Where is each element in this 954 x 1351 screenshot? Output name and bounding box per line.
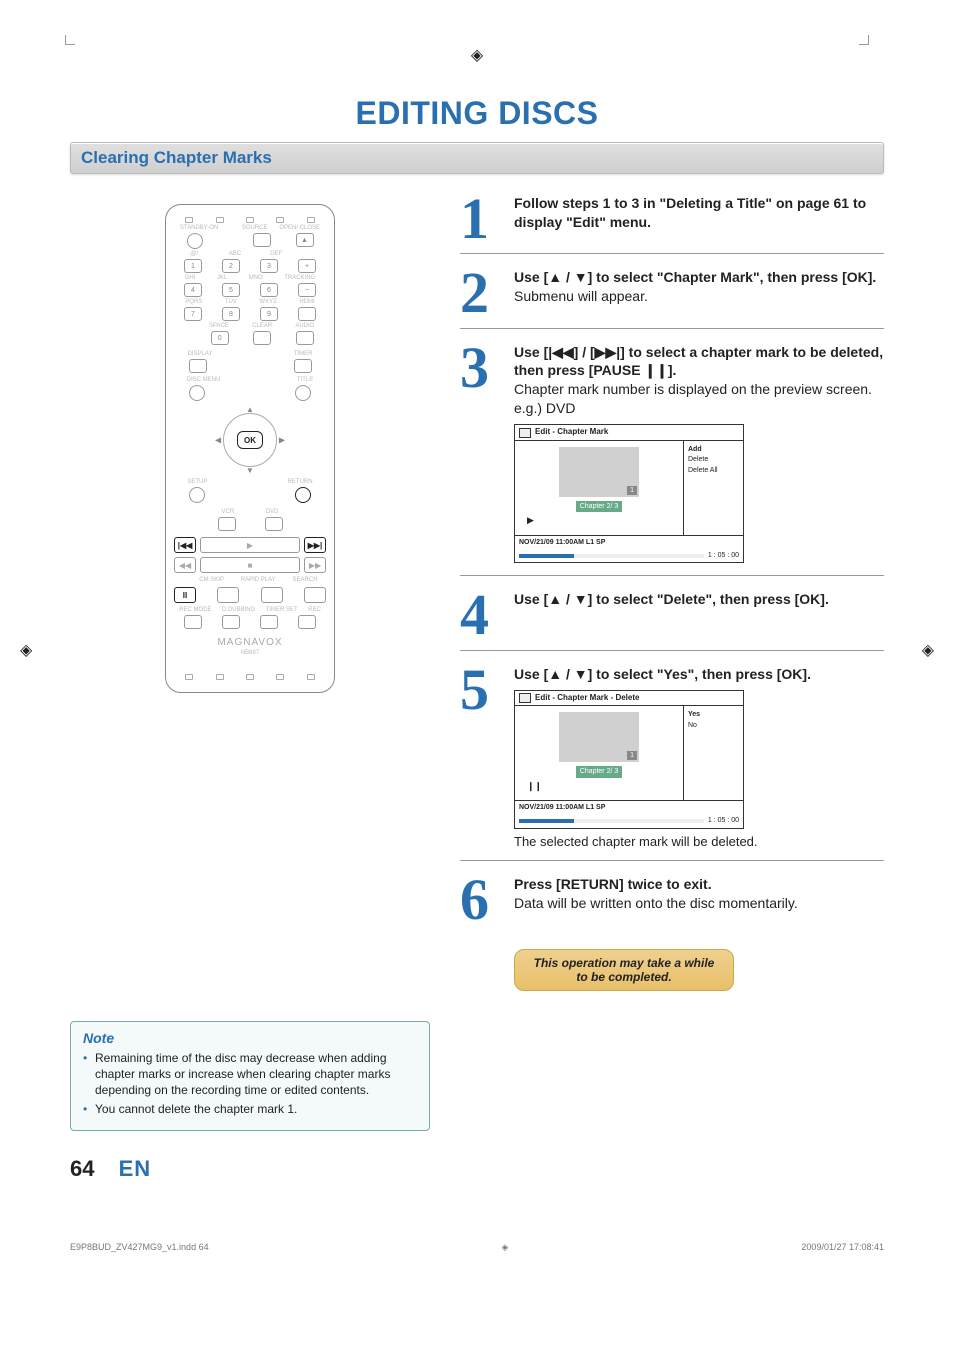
osd-menu-item: Delete All <box>688 466 739 477</box>
stop-button: ■ <box>200 557 300 573</box>
crop-corner-tl <box>65 35 75 45</box>
step-5-bold: Use [▲ / ▼] to select "Yes", then press … <box>514 666 811 682</box>
osd-footer: NOV/21/09 11:00AM L1 SP <box>515 535 743 549</box>
play-indicator-icon: ▶ <box>521 512 677 528</box>
step-3-plain: Chapter mark number is displayed on the … <box>514 381 872 397</box>
pause-indicator-icon: ❙❙ <box>521 778 677 794</box>
step-number: 5 <box>460 665 514 851</box>
crop-mark-top: ◈ <box>471 45 483 65</box>
step-number: 2 <box>460 268 514 317</box>
print-footer: E9P8BUD_ZV427MG9_v1.indd 64 ◈ 2009/01/27… <box>0 1212 954 1273</box>
page-number: 64 <box>70 1156 94 1181</box>
osd-menu-item: Delete <box>688 455 739 466</box>
crop-mark-left: ◈ <box>20 640 32 660</box>
chapter-chip: Chapter 2/ 3 <box>576 501 623 512</box>
osd-preview-2: Edit - Chapter Mark - Delete 1 Chapter 2… <box>514 690 744 829</box>
step-3-eg: e.g.) DVD <box>514 400 575 416</box>
note-box: Note Remaining time of the disc may decr… <box>70 1021 430 1132</box>
step-3-bold: Use [|◀◀] / [▶▶|] to select a chapter ma… <box>514 344 883 379</box>
note-item: Remaining time of the disc may decrease … <box>83 1050 417 1099</box>
step-2: 2 Use [▲ / ▼] to select "Chapter Mark", … <box>460 268 884 328</box>
step-6: 6 Press [RETURN] twice to exit. Data wil… <box>460 875 884 934</box>
osd-preview-1: Edit - Chapter Mark 1 Chapter 2/ 3 ▶ Add… <box>514 424 744 563</box>
step-4: 4 Use [▲ / ▼] to select "Delete", then p… <box>460 590 884 650</box>
note-item: You cannot delete the chapter mark 1. <box>83 1101 417 1117</box>
osd-title: Edit - Chapter Mark - Delete <box>515 691 743 707</box>
section-heading: Clearing Chapter Marks <box>70 142 884 174</box>
rew-button: ◀◀ <box>174 557 196 573</box>
osd-menu-item: Yes <box>688 710 739 721</box>
crop-corner-tr <box>859 35 869 45</box>
osd-thumbnail: 1 <box>559 712 639 762</box>
print-timestamp: 2009/01/27 17:08:41 <box>801 1242 884 1253</box>
note-heading: Note <box>83 1030 417 1046</box>
crop-mark-bottom: ◈ <box>502 1242 509 1253</box>
step-4-bold: Use [▲ / ▼] to select "Delete", then pre… <box>514 591 829 607</box>
step-1-text: Follow steps 1 to 3 in "Deleting a Title… <box>514 195 866 230</box>
osd-time: 1 : 05 : 00 <box>708 816 739 825</box>
osd-footer: NOV/21/09 11:00AM L1 SP <box>515 800 743 814</box>
osd-thumbnail: 1 <box>559 447 639 497</box>
brand-label: MAGNAVOX <box>174 637 326 648</box>
osd-menu-item: Add <box>688 445 739 456</box>
warning-callout: This operation may take a while to be co… <box>514 949 734 991</box>
steps-column: 1 Follow steps 1 to 3 in "Deleting a Tit… <box>460 194 884 991</box>
step-3: 3 Use [|◀◀] / [▶▶|] to select a chapter … <box>460 343 884 577</box>
step-5: 5 Use [▲ / ▼] to select "Yes", then pres… <box>460 665 884 862</box>
page-language: EN <box>119 1156 152 1181</box>
crop-mark-right: ◈ <box>922 640 934 660</box>
chapter-chip: Chapter 2/ 3 <box>576 766 623 777</box>
page-footer: 64 EN <box>70 1156 884 1182</box>
play-button: ▶ <box>200 537 300 553</box>
osd-time: 1 : 05 : 00 <box>708 551 739 560</box>
print-file: E9P8BUD_ZV427MG9_v1.indd 64 <box>70 1242 209 1253</box>
step-6-plain: Data will be written onto the disc momen… <box>514 895 798 911</box>
step-number: 4 <box>460 590 514 639</box>
step-number: 1 <box>460 194 514 243</box>
remote-control-illustration: STANDBY-ON SOURCE OPEN/ CLOSE ▲ .@/:ABCD… <box>165 204 335 693</box>
ok-button: OK <box>237 431 263 449</box>
osd-menu-item: No <box>688 721 739 732</box>
step-number: 6 <box>460 875 514 924</box>
prev-button: |◀◀ <box>174 537 196 553</box>
page-title: EDITING DISCS <box>70 95 884 132</box>
step-1: 1 Follow steps 1 to 3 in "Deleting a Tit… <box>460 194 884 254</box>
step-6-bold: Press [RETURN] twice to exit. <box>514 876 712 892</box>
ff-button: ▶▶ <box>304 557 326 573</box>
next-button: ▶▶| <box>304 537 326 553</box>
step-2-plain: Submenu will appear. <box>514 288 648 304</box>
step-number: 3 <box>460 343 514 566</box>
step-2-bold: Use [▲ / ▼] to select "Chapter Mark", th… <box>514 269 876 285</box>
pause-button: II <box>174 587 196 603</box>
dpad: ▲ ▼ ◀ ▶ OK <box>215 405 285 475</box>
osd-title: Edit - Chapter Mark <box>515 425 743 441</box>
step-5-below: The selected chapter mark will be delete… <box>514 833 884 851</box>
